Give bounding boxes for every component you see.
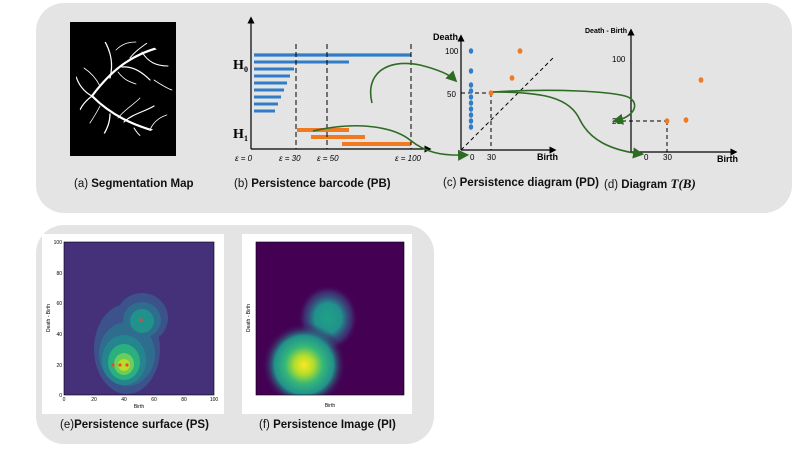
ps-y-tick: 100: [54, 240, 63, 246]
ps-y-tick: 0: [59, 393, 62, 399]
pd-h1-points: [488, 48, 523, 96]
pd-point: [488, 90, 494, 96]
caption-c: (c) Persistence diagram (PD): [443, 177, 599, 189]
barcode-axes: [247, 16, 432, 153]
epsilon-lines: [295, 44, 412, 149]
eps-label: ε = 30: [279, 154, 301, 163]
pd-x-tick: 0: [470, 153, 475, 162]
h0-subscript: 0: [244, 65, 248, 74]
tb-x-tick: 0: [644, 153, 649, 162]
ps-x-tick: 80: [181, 397, 187, 403]
caption-b: (b) Persistence barcode (PB): [234, 178, 391, 190]
tb-y-label: Death - Birth: [585, 28, 627, 35]
caption-f: (f) Persistence Image (PI): [259, 419, 396, 431]
ps-y-tick: 80: [56, 271, 62, 277]
persistence-surface-plot: 0 20 40 60 80 100 0 20 40 60 80 100 Birt…: [42, 234, 224, 414]
tb-y-tick: 100: [612, 55, 626, 64]
tb-point: [683, 117, 689, 123]
pd-h0-points: [468, 48, 474, 130]
ps-x-tick: 20: [91, 397, 97, 403]
pd-axes: [457, 34, 557, 154]
tb-x-tick: 30: [663, 153, 672, 162]
persistence-image-plot: Birth Death - Birth: [242, 234, 412, 414]
h1-label: H: [233, 127, 244, 142]
tb-x-label: Birth: [717, 154, 738, 164]
mapping-arrows: [312, 62, 645, 161]
arrow-barcode-to-pd-bottom: [312, 125, 470, 161]
ps-y-tick: 40: [56, 332, 62, 338]
ps-x-label: Birth: [134, 404, 145, 410]
h1-bars: [297, 128, 411, 146]
pd-x-tick: 30: [487, 153, 496, 162]
pi-x-label: Birth: [325, 403, 336, 409]
pd-point: [468, 68, 474, 74]
pd-point: [468, 112, 474, 118]
ps-x-tick: 100: [210, 397, 219, 403]
h1-subscript: 1: [244, 134, 248, 143]
pi-y-label: Death - Birth: [246, 304, 252, 332]
pd-point: [468, 100, 474, 106]
eps-label: ε = 50: [317, 154, 339, 163]
tb-axes: [615, 28, 738, 156]
arrow-pd-to-tb-bottom: [492, 91, 645, 159]
h0-bars: [254, 53, 411, 113]
tb-point: [698, 77, 704, 83]
arrow-barcode-to-pd-top: [369, 62, 458, 104]
ps-x-tick: 40: [121, 397, 127, 403]
caption-d: (d) Diagram T(B): [604, 176, 696, 191]
tb-y-tick: 20: [612, 117, 621, 126]
pd-x-label: Birth: [537, 152, 558, 162]
pd-point: [509, 75, 515, 81]
segmentation-map-image: [70, 22, 176, 156]
ps-y-label: Death - Birth: [46, 304, 52, 332]
ps-x-tick: 60: [151, 397, 157, 403]
ps-y-tick: 60: [56, 301, 62, 307]
h0-label: H: [233, 58, 244, 73]
pd-point: [468, 48, 474, 54]
eps-label: ε = 0: [235, 154, 253, 163]
ps-points: [111, 318, 143, 367]
pd-point: [468, 88, 474, 94]
ps-y-tick: 20: [56, 363, 62, 369]
ps-x-tick: 0: [63, 397, 66, 403]
pd-point: [468, 124, 474, 130]
pd-y-tick: 100: [445, 47, 459, 56]
pd-point: [468, 106, 474, 112]
caption-e: (e)Persistence surface (PS): [60, 419, 209, 431]
tb-points: [664, 77, 704, 124]
eps-label: ε = 100: [395, 154, 422, 163]
tb-point: [664, 118, 670, 124]
topology-diagram: H 0 H 1 ε = 0 ε = 30 ε = 50 ε = 100 Deat…: [233, 16, 738, 164]
arrow-pd-to-tb-top: [492, 89, 636, 125]
pd-point: [517, 48, 523, 54]
pd-y-tick: 50: [447, 90, 456, 99]
pd-point: [468, 82, 474, 88]
caption-a: (a) Segmentation Map: [74, 178, 194, 190]
pd-y-label: Death: [433, 32, 458, 42]
pd-point: [468, 118, 474, 124]
pd-point: [468, 94, 474, 100]
